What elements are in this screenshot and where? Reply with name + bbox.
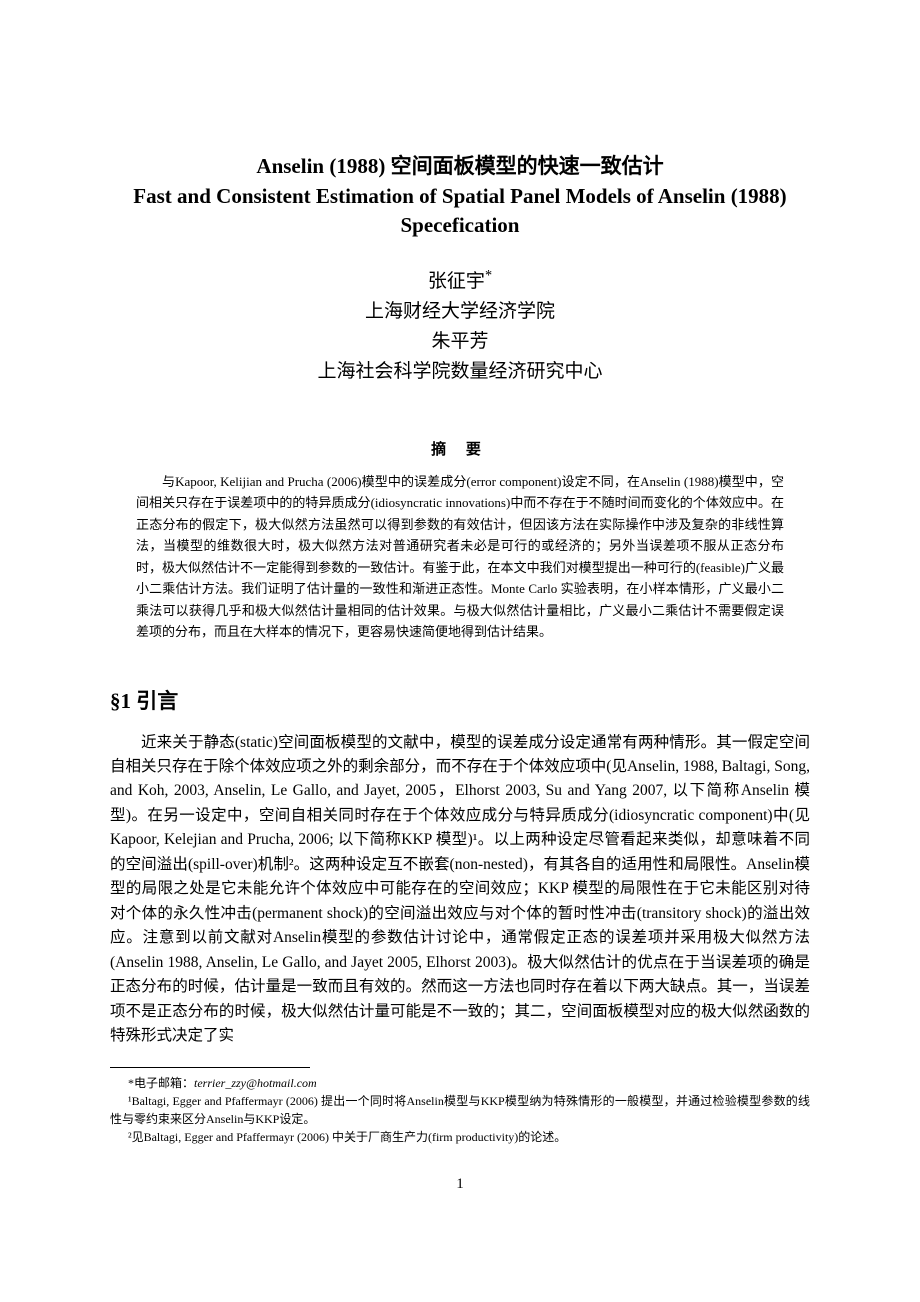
- abstract-body: 与Kapoor, Kelijian and Prucha (2006)模型中的误…: [136, 471, 784, 643]
- section1-heading: §1 引言: [110, 685, 810, 715]
- title-english-line1: Fast and Consistent Estimation of Spatia…: [110, 184, 810, 209]
- section1-body: 近来关于静态(static)空间面板模型的文献中，模型的误差成分设定通常有两种情…: [110, 731, 810, 1049]
- footnote-2: ²见Baltagi, Egger and Pfaffermayr (2006) …: [110, 1128, 810, 1146]
- footnote-star: *电子邮箱：terrier_zzy@hotmail.com: [110, 1074, 810, 1092]
- author2-name: 朱平芳: [110, 326, 810, 353]
- author1-footnote-mark: *: [485, 268, 492, 284]
- author2-affiliation: 上海社会科学院数量经济研究中心: [110, 356, 810, 383]
- footnote-star-label: *电子邮箱：: [128, 1076, 194, 1090]
- title-chinese: Anselin (1988) 空间面板模型的快速一致估计: [110, 150, 810, 180]
- title-english-line2: Specefication: [110, 213, 810, 238]
- footnote-star-email: terrier_zzy@hotmail.com: [194, 1076, 317, 1090]
- paper-page: Anselin (1988) 空间面板模型的快速一致估计 Fast and Co…: [0, 0, 920, 1243]
- author1-affiliation: 上海财经大学经济学院: [110, 296, 810, 323]
- author1-name-text: 张征宇: [428, 271, 485, 292]
- abstract-heading: 摘 要: [110, 438, 810, 459]
- footnote-1: ¹Baltagi, Egger and Pfaffermayr (2006) 提…: [110, 1092, 810, 1128]
- page-number: 1: [110, 1176, 810, 1193]
- footnote-separator: [110, 1067, 310, 1068]
- author1-name: 张征宇*: [110, 266, 810, 293]
